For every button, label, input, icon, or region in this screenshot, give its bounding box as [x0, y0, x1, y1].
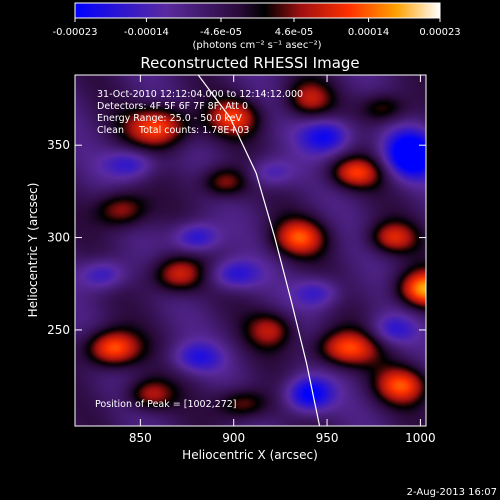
x-tick-label: 950 — [316, 431, 339, 445]
y-axis-label: Heliocentric Y (arcsec) — [26, 183, 40, 318]
colorbar-tick-label: 4.6e-05 — [275, 27, 313, 38]
colorbar: -0.00023 -0.00014 -4.6e-05 4.6e-05 0.00014 0.… — [53, 2, 461, 51]
colorbar-tick-label: -0.00023 — [53, 27, 98, 38]
y-tick-label: 300 — [47, 231, 70, 245]
colorbar-unit-label: (photons cm⁻² s⁻¹ asec⁻²) — [192, 40, 321, 51]
colorbar-tick-label: 0.00023 — [419, 27, 460, 38]
x-axis-label: Heliocentric X (arcsec) — [182, 448, 318, 462]
y-tick-label: 350 — [47, 138, 70, 152]
x-tick-label: 1000 — [405, 431, 436, 445]
footer-date: 2-Aug-2013 16:07 — [407, 487, 497, 498]
plot-area: 850 900 950 1000 250 300 350 31-Oct-2010 12:12… — [47, 74, 436, 445]
heatmap-image — [75, 75, 426, 426]
x-tick-label: 900 — [222, 431, 245, 445]
colorbar-ticks: -0.00023 -0.00014 -4.6e-05 4.6e-05 0.00014 0.… — [53, 18, 461, 38]
colorbar-tick-label: -0.00014 — [124, 27, 169, 38]
annotation-energy: Energy Range: 25.0 - 50.0 keV — [97, 113, 242, 124]
annotation-clean: Clean Total counts: 1.78E+03 — [97, 125, 249, 136]
chart-title: Reconstructed RHESSI Image — [140, 54, 359, 72]
colorbar-tick-label: 0.00014 — [348, 27, 389, 38]
colorbar-gradient — [74, 2, 441, 19]
peak-position-label: Position of Peak = [1002,272] — [95, 399, 236, 410]
axis-ticks: 850 900 950 1000 250 300 350 — [47, 75, 436, 445]
solar-limb-line — [197, 75, 321, 426]
y-tick-label: 250 — [47, 323, 70, 337]
colorbar-tick-label: -4.6e-05 — [200, 27, 242, 38]
plot-frame — [74, 74, 427, 427]
annotation-detectors: Detectors: 4F 5F 6F 7F 8F, Att 0 — [97, 101, 248, 112]
annotation-time: 31-Oct-2010 12:12:04.000 to 12:14:12.000 — [97, 89, 303, 100]
info-annotations: 31-Oct-2010 12:12:04.000 to 12:14:12.000… — [97, 89, 303, 136]
x-tick-label: 850 — [129, 431, 152, 445]
